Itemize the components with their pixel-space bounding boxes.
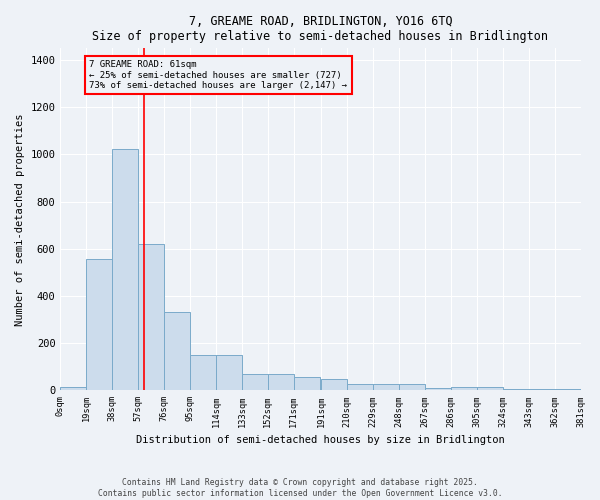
Y-axis label: Number of semi-detached properties: Number of semi-detached properties <box>15 113 25 326</box>
Bar <box>503 389 529 390</box>
Bar <box>321 378 347 390</box>
Bar <box>112 148 138 390</box>
Title: 7, GREAME ROAD, BRIDLINGTON, YO16 6TQ
Size of property relative to semi-detached: 7, GREAME ROAD, BRIDLINGTON, YO16 6TQ Si… <box>92 15 548 43</box>
Bar <box>477 387 503 390</box>
Bar <box>61 387 86 390</box>
Bar <box>268 374 294 390</box>
Bar <box>294 378 320 390</box>
Bar <box>347 384 373 390</box>
Bar <box>399 384 425 390</box>
Bar <box>373 384 399 390</box>
Bar <box>190 355 216 390</box>
Bar <box>554 389 581 390</box>
Bar <box>138 244 164 390</box>
Bar <box>164 312 190 390</box>
Bar <box>529 389 554 390</box>
Bar <box>86 260 112 390</box>
Bar <box>242 374 268 390</box>
Bar <box>216 355 242 390</box>
X-axis label: Distribution of semi-detached houses by size in Bridlington: Distribution of semi-detached houses by … <box>136 435 505 445</box>
Text: 7 GREAME ROAD: 61sqm
← 25% of semi-detached houses are smaller (727)
73% of semi: 7 GREAME ROAD: 61sqm ← 25% of semi-detac… <box>89 60 347 90</box>
Text: Contains HM Land Registry data © Crown copyright and database right 2025.
Contai: Contains HM Land Registry data © Crown c… <box>98 478 502 498</box>
Bar <box>425 388 451 390</box>
Bar <box>451 387 477 390</box>
